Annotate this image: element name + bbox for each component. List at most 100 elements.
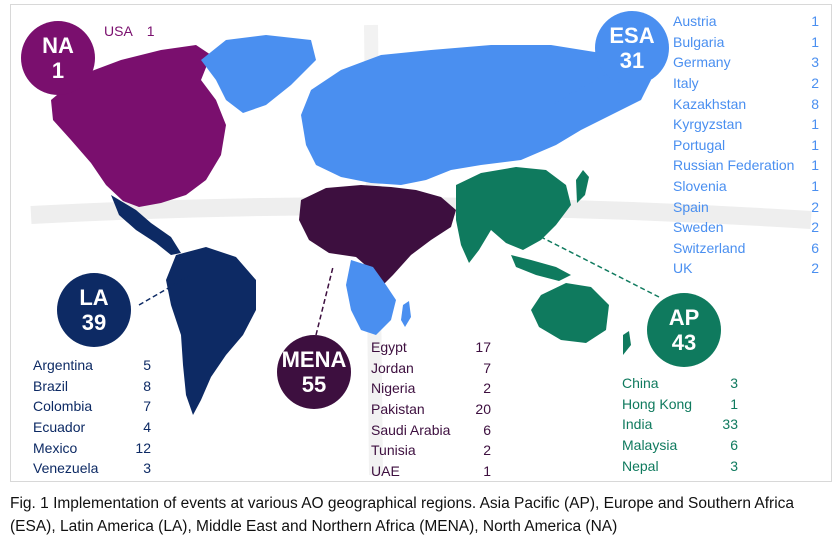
country-name: USA bbox=[104, 23, 133, 40]
country-name: Slovenia bbox=[673, 178, 727, 195]
world-map bbox=[30, 24, 812, 476]
country-row: Germany 3 bbox=[673, 52, 819, 73]
country-name: Sweden bbox=[673, 219, 724, 236]
country-name: Venezuela bbox=[33, 460, 99, 477]
country-row: Russian Federation 1 bbox=[673, 155, 819, 176]
esa-region-total: 31 bbox=[619, 48, 645, 73]
country-value: 2 bbox=[483, 380, 491, 397]
la-region-total: 39 bbox=[81, 310, 107, 335]
ap-region-total: 43 bbox=[671, 330, 697, 355]
country-name: India bbox=[622, 416, 653, 433]
mena-country-list: Egypt 17 Jordan 7 Nigeria 2 Pakistan 20 Saudi Ar… bbox=[371, 337, 491, 481]
country-value: 1 bbox=[730, 395, 738, 412]
country-value: 3 bbox=[143, 460, 151, 477]
la-connector-line bbox=[138, 274, 192, 306]
country-value: 2 bbox=[811, 260, 819, 277]
central-america-landmass bbox=[111, 195, 181, 255]
country-row: Switzerland 6 bbox=[673, 238, 819, 259]
country-name: Kazakhstan bbox=[673, 95, 747, 112]
country-value: 8 bbox=[811, 95, 819, 112]
country-row: Malaysia 6 bbox=[622, 435, 738, 456]
country-row: UAE 1 bbox=[371, 461, 491, 481]
esa-region-bubble: ESA 31 bbox=[595, 11, 669, 85]
ap-region-code: AP bbox=[668, 304, 700, 330]
japan-landmass bbox=[576, 170, 589, 203]
country-row: Portugal 1 bbox=[673, 135, 819, 156]
greenland-landmass bbox=[201, 35, 316, 113]
country-row: Hong Kong 1 bbox=[622, 394, 738, 415]
southern-africa-landmass bbox=[346, 260, 396, 335]
country-value: 1 bbox=[483, 462, 491, 479]
country-row: Pakistan 20 bbox=[371, 399, 491, 420]
country-name: Brazil bbox=[33, 377, 69, 394]
esa-country-list: Austria 1 Bulgaria 1 Germany 3 Italy 2 Kazakhsta… bbox=[673, 11, 819, 279]
country-value: 6 bbox=[483, 421, 491, 438]
country-value: 33 bbox=[722, 416, 738, 433]
country-value: 2 bbox=[811, 219, 819, 236]
country-row: Austria 1 bbox=[673, 11, 819, 32]
country-name: Pakistan bbox=[371, 401, 425, 418]
esa-region-code: ESA bbox=[609, 22, 655, 48]
country-name: UAE bbox=[371, 462, 400, 479]
country-name: Saudi Arabia bbox=[371, 421, 451, 438]
madagascar-landmass bbox=[401, 301, 411, 327]
country-value: 1 bbox=[146, 23, 155, 40]
country-row: Ecuador 4 bbox=[33, 417, 151, 438]
mena-landmass bbox=[299, 185, 456, 285]
country-name: Russian Federation bbox=[673, 157, 795, 174]
country-name: Portugal bbox=[673, 136, 726, 153]
country-value: 6 bbox=[730, 437, 738, 454]
country-row: Nigeria 2 bbox=[371, 378, 491, 399]
country-value: 6 bbox=[811, 239, 819, 256]
country-row: Egypt 17 bbox=[371, 337, 491, 358]
southeast-asia-islands bbox=[511, 255, 571, 281]
country-row: Sweden 2 bbox=[673, 217, 819, 238]
country-row: UK 2 bbox=[673, 258, 819, 279]
new-zealand-landmass bbox=[623, 331, 631, 355]
country-value: 8 bbox=[143, 377, 151, 394]
country-value: 3 bbox=[730, 375, 738, 392]
country-row: Kazakhstan 8 bbox=[673, 93, 819, 114]
country-name: Kyrgyzstan bbox=[673, 116, 743, 133]
country-row: Jordan 7 bbox=[371, 358, 491, 379]
country-value: 3 bbox=[811, 54, 819, 71]
country-row: Tunisia 2 bbox=[371, 440, 491, 461]
country-name: Switzerland bbox=[673, 239, 746, 256]
country-row: Kyrgyzstan 1 bbox=[673, 114, 819, 135]
country-row: Argentina 5 bbox=[33, 355, 151, 376]
country-name: Spain bbox=[673, 198, 709, 215]
country-value: 17 bbox=[475, 339, 491, 356]
country-name: Egypt bbox=[371, 339, 407, 356]
la-country-list: Argentina 5 Brazil 8 Colombia 7 Ecuador 4 Mexico… bbox=[33, 355, 151, 479]
country-value: 1 bbox=[811, 33, 819, 50]
country-row: Colombia 7 bbox=[33, 396, 151, 417]
country-name: Austria bbox=[673, 13, 717, 30]
country-name: Hong Kong bbox=[622, 395, 693, 412]
mena-region-total: 55 bbox=[301, 372, 327, 397]
country-name: Nigeria bbox=[371, 380, 416, 397]
country-value: 1 bbox=[811, 13, 819, 30]
australia-landmass bbox=[531, 283, 609, 343]
country-name: Tunisia bbox=[371, 442, 416, 459]
country-value: 3 bbox=[730, 457, 738, 474]
map-figure: NA 1 USA 1 ESA 31 Austria 1 Bulgaria 1 German… bbox=[10, 4, 832, 482]
country-name: Colombia bbox=[33, 398, 93, 415]
country-value: 5 bbox=[143, 357, 151, 374]
mena-region-code: MENA bbox=[281, 346, 347, 372]
na-region-total: 1 bbox=[51, 58, 65, 83]
country-value: 7 bbox=[483, 359, 491, 376]
country-name: Argentina bbox=[33, 357, 93, 374]
la-region-bubble: LA 39 bbox=[57, 273, 131, 347]
na-country-list: USA 1 bbox=[104, 21, 164, 42]
country-value: 4 bbox=[143, 419, 151, 436]
figure-caption: Fig. 1 Implementation of events at vario… bbox=[10, 495, 795, 535]
country-value: 1 bbox=[811, 178, 819, 195]
country-row: Saudi Arabia 6 bbox=[371, 419, 491, 440]
country-name: Jordan bbox=[371, 359, 414, 376]
country-row: India 33 bbox=[622, 414, 738, 435]
country-value: 2 bbox=[483, 442, 491, 459]
na-region-code: NA bbox=[42, 32, 74, 58]
country-value: 2 bbox=[811, 75, 819, 92]
country-value: 2 bbox=[811, 198, 819, 215]
country-row: Brazil 8 bbox=[33, 376, 151, 397]
